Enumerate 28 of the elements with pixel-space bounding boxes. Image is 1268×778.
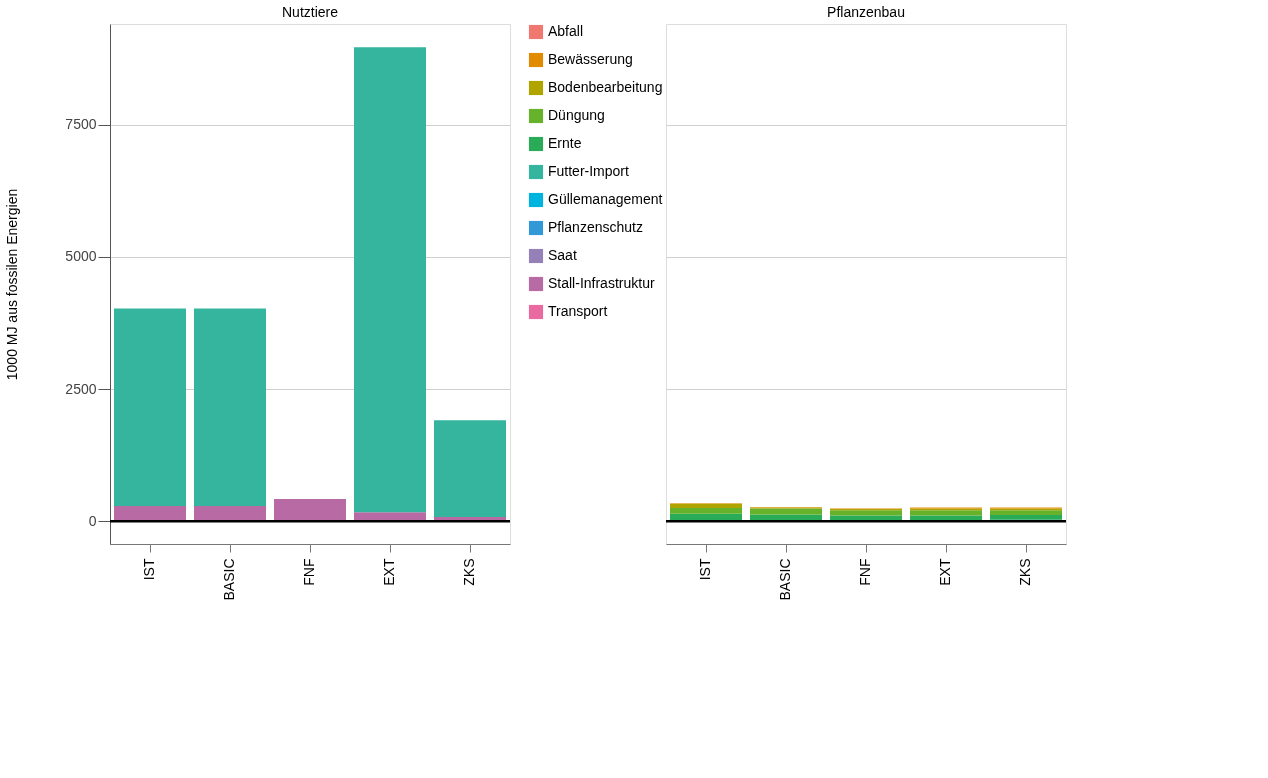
x-tick-label: FNF bbox=[857, 558, 873, 586]
x-tick-label: EXT bbox=[937, 558, 953, 586]
legend-label: Pflanzenschutz bbox=[548, 219, 643, 235]
legend-label: Stall-Infrastruktur bbox=[548, 275, 655, 291]
y-tick-label: 0 bbox=[88, 512, 97, 529]
x-tick-label: IST bbox=[141, 558, 157, 581]
x-tick-label: ZKS bbox=[1017, 558, 1033, 586]
chart-title: Nutztiere bbox=[281, 4, 339, 20]
y-tick-label: 5000 bbox=[65, 248, 97, 265]
legend-label: Abfall bbox=[548, 23, 584, 39]
legend-label: Bewässerung bbox=[548, 51, 633, 67]
y-axis-title: 1000 MJ aus fossilen Energien bbox=[4, 188, 21, 381]
legend-label: Futter-Import bbox=[548, 163, 630, 179]
legend-label: Düngung bbox=[548, 107, 605, 123]
x-tick-label: BASIC bbox=[221, 558, 237, 601]
y-tick-label: 2500 bbox=[65, 380, 97, 397]
x-tick-label: ZKS bbox=[461, 558, 477, 586]
x-tick-label: EXT bbox=[381, 558, 397, 586]
legend-label: Ernte bbox=[548, 135, 582, 151]
x-tick-label: BASIC bbox=[777, 558, 793, 601]
x-tick-label: IST bbox=[697, 558, 713, 581]
legend-label: Bodenbearbeitung bbox=[548, 79, 663, 95]
legend-label: Transport bbox=[548, 303, 608, 319]
x-tick-label: FNF bbox=[301, 558, 317, 586]
legend-label: Saat bbox=[548, 247, 577, 263]
y-tick-label: 7500 bbox=[65, 116, 97, 133]
chart-title: Pflanzenbau bbox=[827, 4, 905, 20]
legend-label: Güllemanagement bbox=[548, 191, 663, 207]
